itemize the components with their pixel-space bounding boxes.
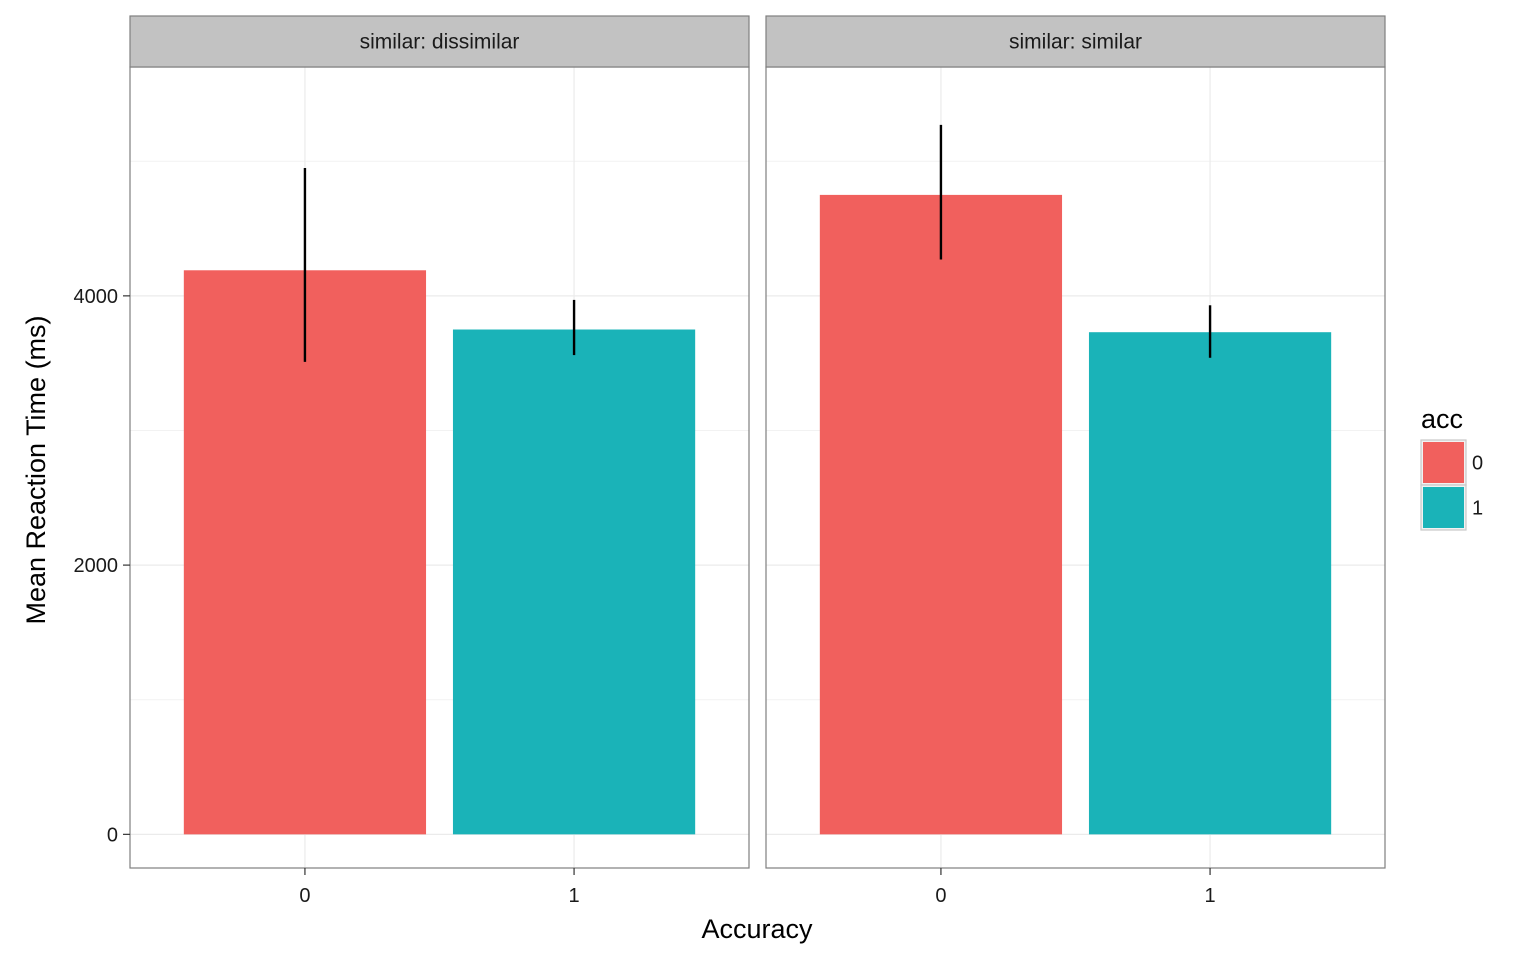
legend-swatch — [1423, 442, 1464, 483]
facet-strip-label: similar: similar — [1009, 31, 1142, 54]
y-tick-label: 2000 — [74, 555, 119, 577]
y-tick-label: 4000 — [74, 286, 119, 308]
facet-strip — [765, 15, 1386, 68]
y-axis-title: Mean Reaction Time (ms) — [21, 315, 51, 624]
x-axis-title: Accuracy — [701, 914, 813, 944]
bar — [1088, 332, 1332, 835]
y-axis: 0 2000 4000 — [74, 286, 130, 846]
y-tick-label: 0 — [107, 824, 118, 846]
x-tick-label: 1 — [569, 885, 580, 907]
bar — [819, 194, 1063, 835]
legend-label: 0 — [1472, 453, 1483, 475]
bar — [183, 270, 427, 835]
legend: acc 0 1 — [1420, 404, 1483, 531]
legend-label: 1 — [1472, 498, 1483, 520]
facet-strip — [129, 15, 750, 68]
x-tick-label: 0 — [935, 885, 946, 907]
legend-title: acc — [1421, 404, 1463, 434]
bar — [452, 329, 696, 835]
facet-panels: similar: dissimilar 0 1 similar: similar 0 1 — [129, 15, 1386, 907]
facet-panel: similar: dissimilar 0 1 — [129, 15, 750, 907]
x-tick-label: 1 — [1205, 885, 1216, 907]
legend-swatch — [1423, 487, 1464, 528]
x-tick-label: 0 — [299, 885, 310, 907]
facet-panel: similar: similar 0 1 — [765, 15, 1386, 907]
facet-strip-label: similar: dissimilar — [360, 31, 520, 54]
